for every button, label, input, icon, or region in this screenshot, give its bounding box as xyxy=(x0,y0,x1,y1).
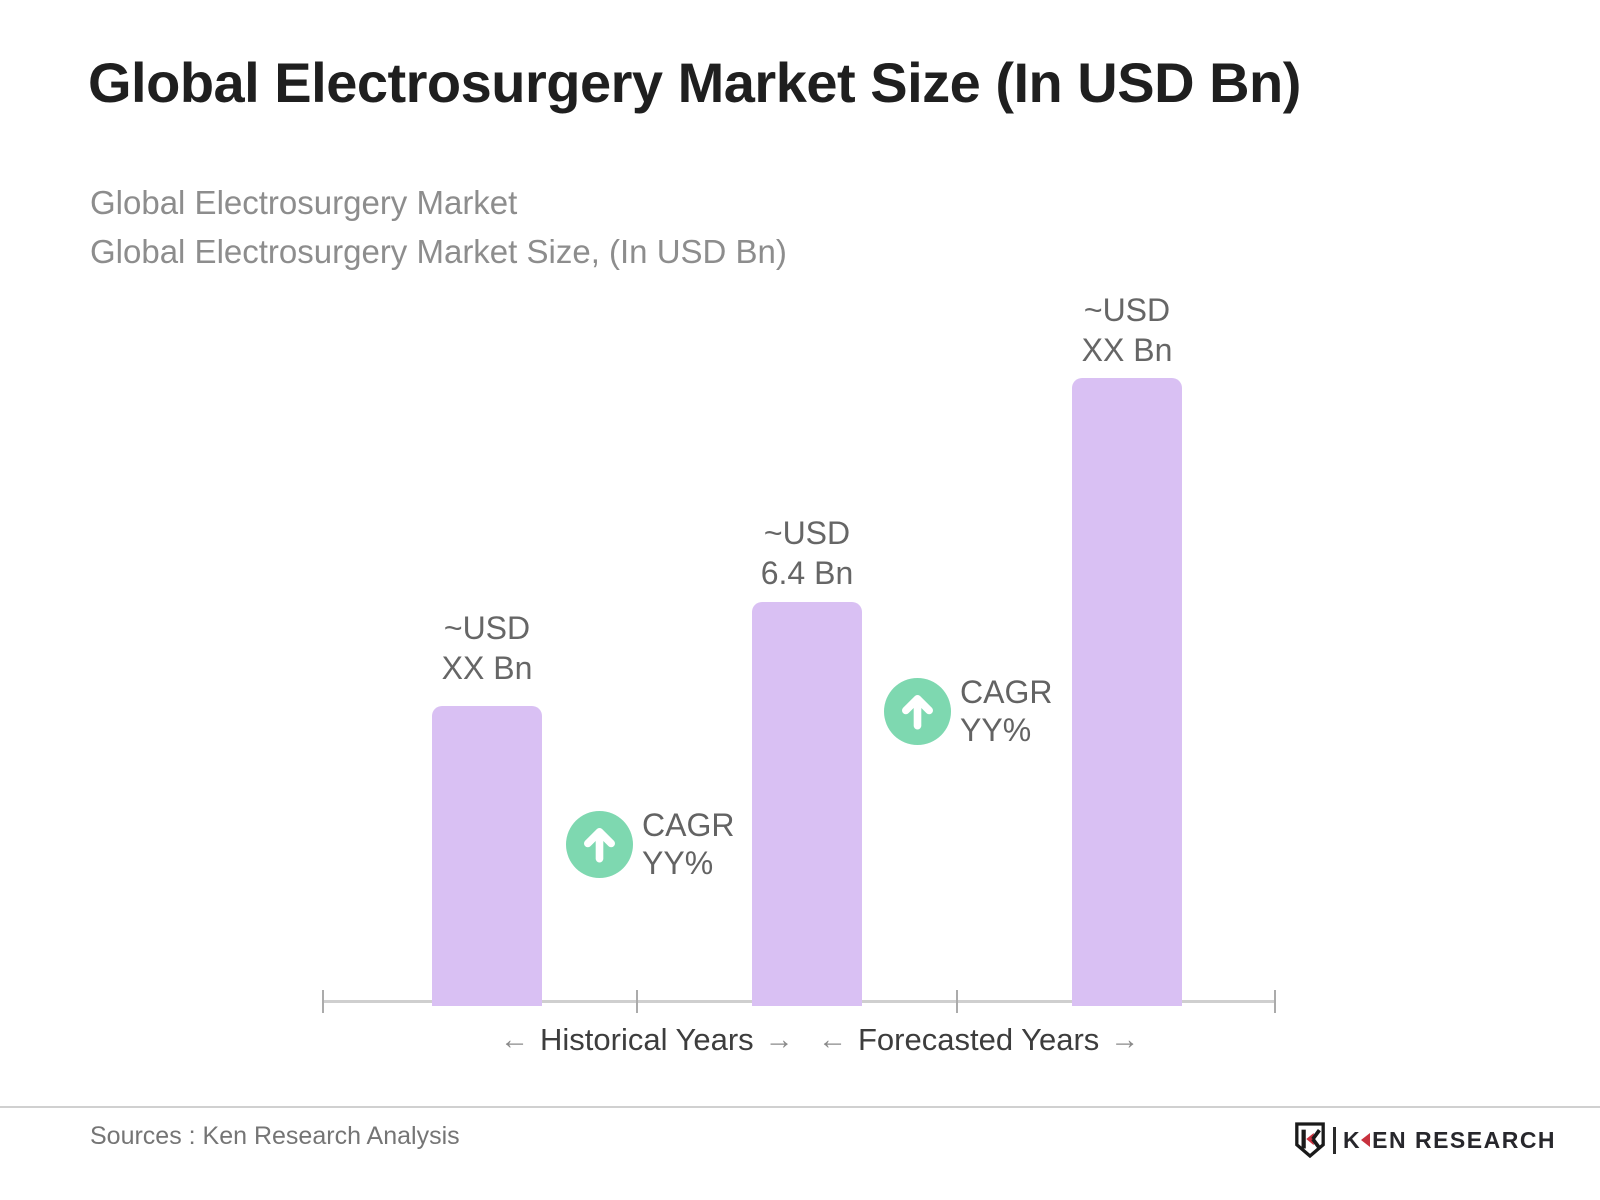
cagr-annotation: CAGR YY% xyxy=(642,806,734,882)
right-arrow-icon: → xyxy=(764,1023,794,1056)
bar-value-line-2: 6.4 Bn xyxy=(760,555,854,591)
logo-wordmark: K EN RESEARCH xyxy=(1343,1127,1556,1154)
cagr-line-1: CAGR xyxy=(642,807,735,843)
bar-value-label: ~USD 6.4 Bn xyxy=(687,513,927,593)
subtitle-line-2: Global Electrosurgery Market Size, (In U… xyxy=(90,233,787,270)
cagr-line-2: YY% xyxy=(960,712,1032,748)
left-arrow-icon: ← xyxy=(500,1023,529,1056)
up-arrow-circle-icon xyxy=(884,678,951,745)
ken-research-logo: K EN RESEARCH xyxy=(1294,1121,1556,1159)
bar-value-line-1: ~USD xyxy=(763,515,851,551)
x-axis-label-historical: ← Historical Years → xyxy=(500,1022,794,1058)
ken-research-shield-icon xyxy=(1295,1122,1325,1158)
x-axis-tick xyxy=(322,990,324,1013)
bar-value-label: ~USD XX Bn xyxy=(1007,290,1247,370)
logo-separator xyxy=(1333,1126,1336,1154)
x-axis-label-text: Forecasted Years xyxy=(858,1022,1100,1057)
cagr-annotation: CAGR YY% xyxy=(960,673,1052,749)
up-arrow-circle-icon xyxy=(566,811,633,878)
page-title: Global Electrosurgery Market Size (In US… xyxy=(88,51,1301,114)
cagr-line-2: YY% xyxy=(642,845,714,881)
subtitle-line-1: Global Electrosurgery Market xyxy=(90,184,518,221)
bar-current xyxy=(752,602,862,1006)
x-axis-label-forecasted: ← Forecasted Years → xyxy=(818,1022,1139,1058)
bar-value-line-1: ~USD xyxy=(1083,292,1171,328)
chart-subtitle: Global Electrosurgery Market Global Elec… xyxy=(90,178,787,276)
logo-rest-text: EN RESEARCH xyxy=(1372,1126,1557,1153)
bar-value-line-2: XX Bn xyxy=(441,650,533,686)
x-axis-tick xyxy=(1274,990,1276,1013)
bar-value-label: ~USD XX Bn xyxy=(367,608,607,688)
cagr-line-1: CAGR xyxy=(960,674,1053,710)
bar-historical xyxy=(432,706,542,1006)
x-axis-tick xyxy=(636,990,638,1013)
bar-value-line-2: XX Bn xyxy=(1081,332,1173,368)
bar-value-line-1: ~USD xyxy=(443,610,531,646)
bar-forecast xyxy=(1072,378,1182,1006)
source-note: Sources : Ken Research Analysis xyxy=(90,1122,460,1150)
left-arrow-icon: ← xyxy=(818,1023,847,1056)
x-axis-tick xyxy=(956,990,958,1013)
logo-letter-k: K xyxy=(1343,1126,1362,1153)
x-axis-label-text: Historical Years xyxy=(540,1022,754,1057)
right-arrow-icon: → xyxy=(1110,1023,1140,1056)
logo-red-triangle-icon xyxy=(1361,1133,1371,1147)
footer-divider xyxy=(0,1106,1600,1108)
